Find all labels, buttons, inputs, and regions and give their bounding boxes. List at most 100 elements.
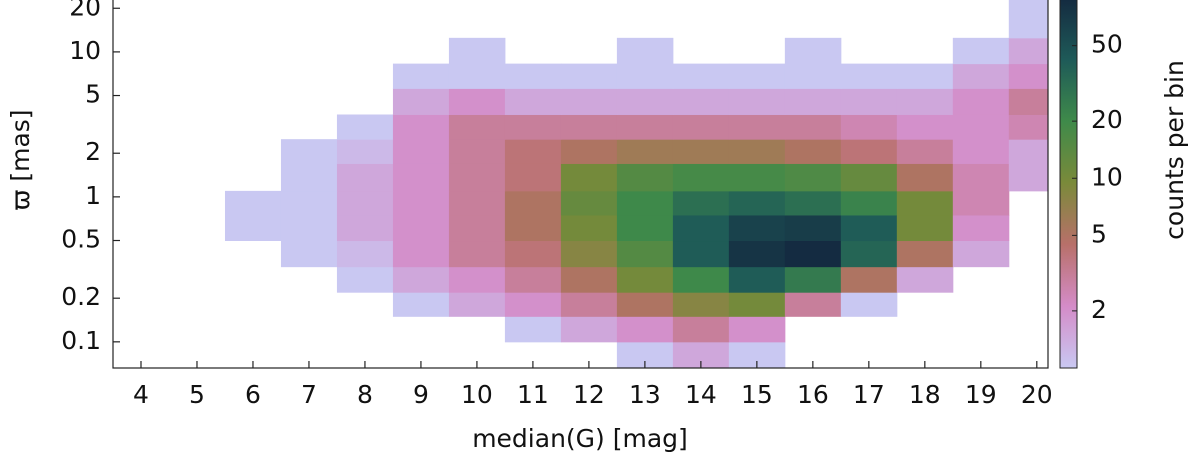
bin	[952, 139, 1010, 164]
bin	[1008, 88, 1048, 115]
bin	[392, 240, 450, 268]
bin	[672, 214, 730, 242]
x-tick-label: 15	[741, 380, 773, 409]
x-tick-label: 10	[461, 380, 493, 409]
y-tick-label: 0.2	[61, 282, 101, 311]
bin	[448, 88, 506, 115]
bin	[504, 63, 562, 89]
bin	[224, 190, 282, 216]
bin	[728, 292, 786, 317]
x-tick-label: 17	[853, 380, 885, 409]
bin	[672, 266, 730, 293]
bin	[840, 214, 898, 242]
bin	[560, 316, 618, 343]
bin	[616, 292, 674, 317]
x-tick-label: 18	[909, 380, 941, 409]
bin	[784, 214, 842, 242]
x-tick-label: 16	[797, 380, 829, 409]
bin	[504, 114, 562, 140]
bin	[896, 163, 954, 192]
bin	[616, 266, 674, 293]
bin	[896, 88, 954, 115]
bin	[616, 139, 674, 164]
bin	[896, 63, 954, 89]
bin	[952, 37, 1010, 65]
bin	[336, 190, 394, 216]
bin	[784, 266, 842, 293]
x-tick-label: 4	[133, 380, 149, 409]
bin	[504, 88, 562, 115]
bin	[336, 139, 394, 164]
bin	[784, 63, 842, 89]
bin	[560, 214, 618, 242]
bin	[560, 292, 618, 317]
y-tick-label: 0.5	[61, 225, 101, 254]
bin	[336, 114, 394, 140]
bin	[336, 163, 394, 192]
bin	[336, 214, 394, 242]
bin	[616, 37, 674, 65]
x-tick-label: 7	[301, 380, 317, 409]
bin	[504, 139, 562, 164]
bin	[728, 163, 786, 192]
bin	[728, 190, 786, 216]
bin	[392, 214, 450, 242]
bin	[504, 316, 562, 343]
colorbar	[1059, 0, 1078, 369]
bin	[952, 163, 1010, 192]
bin	[616, 88, 674, 115]
y-tick-label: 1	[85, 181, 101, 210]
bin	[280, 214, 338, 242]
bin	[840, 266, 898, 293]
bin	[560, 139, 618, 164]
bin	[728, 114, 786, 140]
bin	[616, 240, 674, 268]
bin	[1008, 114, 1048, 140]
bin	[448, 292, 506, 317]
x-tick-label: 6	[245, 380, 261, 409]
bin	[448, 139, 506, 164]
bin	[952, 63, 1010, 89]
x-axis-label: median(G) [mag]	[472, 424, 688, 453]
bin	[728, 240, 786, 268]
bin	[392, 88, 450, 115]
y-tick-label: 10	[69, 36, 101, 65]
bin	[784, 37, 842, 65]
heatmap	[224, 0, 1048, 368]
bin	[952, 214, 1010, 242]
y-tick-label: 5	[85, 80, 101, 109]
bin	[952, 240, 1010, 268]
bin	[560, 63, 618, 89]
colorbar-label: counts per bin	[1160, 60, 1189, 240]
bin	[336, 240, 394, 268]
bin	[392, 163, 450, 192]
bin	[672, 316, 730, 343]
x-tick-label: 13	[629, 380, 661, 409]
bin	[616, 214, 674, 242]
colorbar-tick-label: 10	[1091, 162, 1123, 191]
bin	[616, 163, 674, 192]
bin	[448, 37, 506, 65]
bin	[840, 114, 898, 140]
bin	[840, 292, 898, 317]
bin	[616, 316, 674, 343]
bin	[224, 214, 282, 242]
bin	[448, 163, 506, 192]
bin	[672, 114, 730, 140]
bin	[560, 240, 618, 268]
bin	[336, 266, 394, 293]
bin	[280, 190, 338, 216]
colorbar-tick-label: 2	[1091, 295, 1107, 324]
bin	[784, 163, 842, 192]
bin	[1008, 63, 1048, 89]
bin	[840, 240, 898, 268]
bin	[448, 190, 506, 216]
bin	[448, 240, 506, 268]
bin	[728, 63, 786, 89]
bin	[672, 63, 730, 89]
bin	[672, 139, 730, 164]
y-axis-label: ϖ [mas]	[6, 109, 35, 210]
colorbar-tick-label: 20	[1091, 105, 1123, 134]
bin	[392, 190, 450, 216]
bin	[448, 114, 506, 140]
